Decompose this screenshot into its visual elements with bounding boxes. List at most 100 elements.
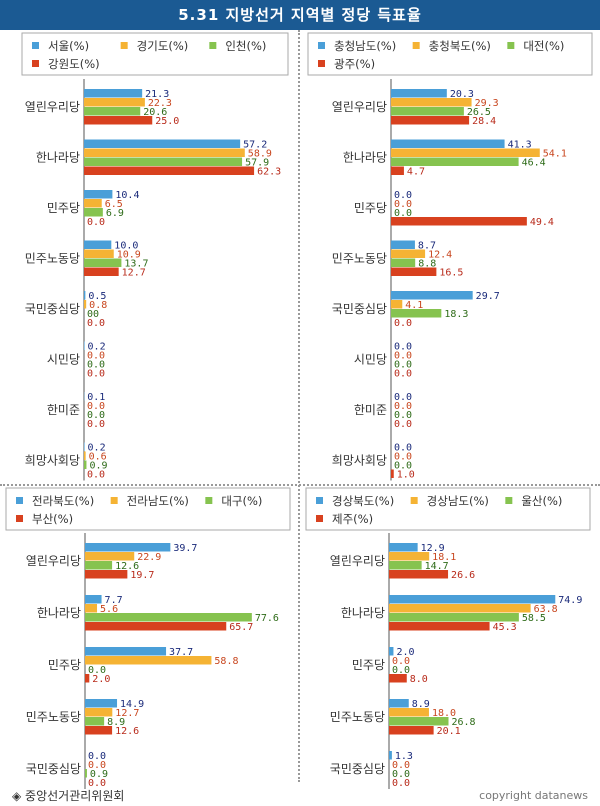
bar [391,116,470,125]
bar [84,199,102,208]
bar [389,604,531,613]
bar [389,726,434,735]
data-label: 39.7 [173,543,197,554]
data-label: 4.7 [407,167,425,178]
data-label: 8.0 [410,674,428,685]
category-label: 열린우리당 [25,100,80,114]
legend-swatch [410,497,418,504]
category-label: 민주노동당 [25,252,80,266]
data-label: 12.6 [115,726,139,737]
category-label: 민주당 [352,658,385,672]
category-label: 민주노동당 [26,710,81,724]
category-label: 민주당 [354,201,387,215]
bar [389,595,556,604]
data-label: 12.7 [115,708,139,719]
data-label: 4.1 [405,300,423,311]
bar [391,157,519,166]
data-label: 19.7 [130,570,154,581]
data-label: 0.5 [88,291,106,302]
data-label: 12.9 [421,543,445,554]
data-label: 0.0 [87,470,105,481]
legend-label: 부산(%) [32,512,73,526]
legend-label: 대구(%) [221,494,262,508]
data-label: 12.4 [428,250,452,261]
bar [389,543,418,552]
data-label: 26.6 [451,570,475,581]
data-label: 65.7 [229,622,253,633]
data-label: 6.5 [105,199,123,210]
bar [391,166,404,175]
data-label: 5.6 [100,604,118,615]
legend-label: 인천(%) [225,39,266,53]
bar [84,148,245,157]
data-label: 13.7 [124,259,148,270]
data-label: 21.3 [145,89,169,100]
category-label: 한나라당 [343,151,387,165]
data-label: 0.0 [394,342,412,353]
bar [391,148,540,157]
copyright-note: copyright datanews [479,789,588,802]
data-label: 7.7 [105,595,123,606]
data-label: 29.7 [476,291,500,302]
data-label: 14.9 [120,699,144,710]
bar [84,107,141,116]
data-label: 77.6 [255,613,279,624]
data-label: 18.3 [444,309,468,320]
category-label: 열린우리당 [26,554,81,568]
legend-label: 제주(%) [332,512,373,526]
data-label: 20.1 [437,726,461,737]
data-label: 0.0 [394,443,412,454]
category-label: 한나라당 [341,606,385,620]
data-label: 58.8 [214,656,238,667]
data-label: 0.8 [89,300,107,311]
bar [389,699,409,708]
bar [84,451,86,460]
bar [85,708,113,717]
data-label: 10.9 [117,250,141,261]
data-label: 54.1 [543,149,567,160]
data-label: 0.0 [88,665,106,676]
bar [84,98,145,107]
bar [391,309,442,318]
category-label: 국민중심당 [330,762,385,776]
legend-label: 경상남도(%) [427,494,489,508]
data-label: 0.0 [394,190,412,201]
data-label: 00 [87,309,99,320]
legend-swatch [205,497,213,504]
legend-label: 전라남도(%) [127,494,189,508]
bar [389,717,449,726]
bar [389,647,394,656]
category-label: 시민당 [47,353,80,367]
category-label: 열린우리당 [332,100,387,114]
data-label: 0.0 [392,760,410,771]
legend-swatch [412,42,420,49]
legend-swatch [316,497,323,504]
data-label: 26.5 [467,107,491,118]
bar [85,647,167,656]
data-label: 0.0 [394,401,412,412]
bar [84,249,114,258]
bar [85,570,128,579]
data-label: 0.0 [394,392,412,403]
bar [84,208,103,217]
bar [389,613,519,622]
bar [84,166,255,175]
category-label: 희망사회당 [25,454,80,468]
bar [391,139,505,148]
data-label: 74.9 [558,595,582,606]
bar [84,116,153,125]
bar [389,570,449,579]
bar [391,89,447,98]
data-label: 2.0 [396,647,414,658]
bar [84,442,85,451]
data-label: 26.8 [451,717,475,728]
legend-swatch [32,42,39,49]
data-label: 8.9 [412,699,430,710]
legend-label: 울산(%) [521,494,562,508]
legend-label: 서울(%) [48,39,89,53]
data-label: 8.7 [418,241,436,252]
data-label: 1.3 [395,751,413,762]
bar [85,717,105,726]
bar [389,561,422,570]
